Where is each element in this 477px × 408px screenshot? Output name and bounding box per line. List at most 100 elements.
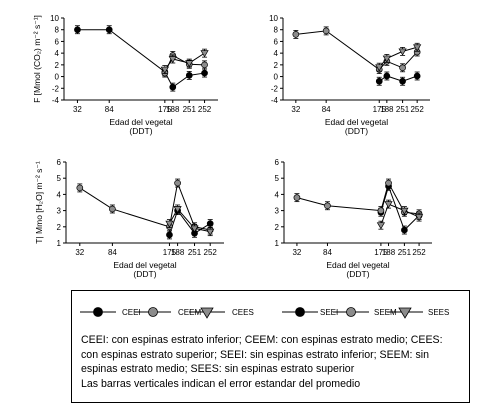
x-tick-label: 188 <box>171 248 185 257</box>
y-tick-label: -2 <box>271 84 279 93</box>
series-cees <box>160 48 209 74</box>
series-seei <box>375 71 421 86</box>
legend-caption: CEEI: con espinas estrato inferior; CEEM… <box>81 333 466 391</box>
y-axis-label: F [Mmol (CO₂) m⁻² s⁻¹] <box>32 15 42 103</box>
series-seei <box>377 181 423 235</box>
x-tick-label: 32 <box>291 105 300 114</box>
x-tick-label: 175 <box>163 248 177 257</box>
data-point <box>190 225 199 233</box>
x-axis-label: Edad del vegetal <box>113 260 176 270</box>
caption-line: Las barras verticales indican el error e… <box>81 377 361 390</box>
legend-item-seem: SEEM <box>333 307 397 317</box>
y-tick-label: -2 <box>52 84 60 93</box>
data-point <box>173 206 182 214</box>
data-point <box>174 179 181 187</box>
data-point <box>377 207 385 214</box>
y-tick-label: 1 <box>57 239 62 248</box>
series-cees <box>165 204 215 237</box>
data-point <box>399 64 406 72</box>
legend-label: SEEI <box>320 308 338 317</box>
data-point <box>292 31 300 38</box>
x-axis-label: Edad del vegetal <box>325 117 388 127</box>
series-line <box>380 203 420 226</box>
data-point <box>160 66 169 74</box>
caption-line: CEEI: con espinas estrato inferior; CEEM… <box>81 334 443 346</box>
y-tick-label: 4 <box>55 49 60 58</box>
data-point <box>384 201 393 209</box>
x-axis-label: Edad del vegetal <box>326 260 389 270</box>
legend-circle-marker <box>346 307 356 317</box>
x-tick-label: 251 <box>188 248 202 257</box>
y-tick-label: -4 <box>52 96 60 105</box>
series-line <box>164 52 205 70</box>
x-axis-label: Edad del vegetal <box>109 117 172 127</box>
data-point <box>76 184 84 192</box>
legend-triangle-marker <box>398 307 412 319</box>
y-tick-label: 4 <box>274 49 279 58</box>
data-point <box>398 48 407 56</box>
data-point <box>169 83 177 91</box>
series-line <box>79 181 211 231</box>
series-sees <box>375 42 422 72</box>
legend-label: CEES <box>232 308 254 317</box>
y-tick-label: 6 <box>57 158 62 167</box>
y-tick-label: 6 <box>274 37 279 46</box>
data-point <box>206 228 215 236</box>
data-point <box>185 72 193 79</box>
x-tick-label: 251 <box>183 105 197 114</box>
x-tick-label: 252 <box>198 105 212 114</box>
y-axis-label: T| Mmo [H₂O] m⁻² s⁻¹ <box>34 161 44 244</box>
data-point <box>322 27 330 35</box>
y-tick-label: 3 <box>57 207 62 216</box>
x-tick-label: 32 <box>292 248 301 257</box>
y-tick-label: 10 <box>50 14 59 23</box>
y-tick-label: 5 <box>275 174 280 183</box>
y-tick-label: -4 <box>271 96 279 105</box>
x-tick-label: 175 <box>373 105 387 114</box>
data-point <box>385 179 392 187</box>
data-point <box>185 60 194 68</box>
caption-line: espinas estrato medio; SEES: sin espinas… <box>81 363 355 376</box>
x-tick-label: 252 <box>410 105 424 114</box>
y-tick-label: 3 <box>275 207 280 216</box>
data-point <box>201 61 208 69</box>
y-tick-label: 0 <box>274 73 279 82</box>
data-point <box>401 226 408 234</box>
x-tick-label: 175 <box>374 248 388 257</box>
y-tick-label: 2 <box>274 61 279 70</box>
data-point <box>399 77 406 85</box>
y-tick-label: 4 <box>275 190 280 199</box>
x-tick-label: 32 <box>75 248 84 257</box>
x-tick-label: 251 <box>398 248 412 257</box>
data-point <box>200 50 209 58</box>
series-sees <box>376 199 424 230</box>
x-tick-label: 188 <box>380 105 394 114</box>
data-point <box>376 222 386 230</box>
legend-triangle-marker <box>200 307 214 319</box>
data-point <box>165 220 174 228</box>
y-tick-label: 2 <box>275 223 280 232</box>
legend-item-ceei: CEEI <box>80 307 141 317</box>
series-line <box>380 184 420 231</box>
data-point <box>413 72 421 80</box>
y-tick-label: 0 <box>55 73 60 82</box>
x-axis-sublabel: (DDT) <box>133 269 156 279</box>
x-tick-label: 84 <box>322 105 331 114</box>
data-point <box>105 26 113 34</box>
y-tick-label: 6 <box>275 158 280 167</box>
data-point <box>109 205 116 213</box>
x-tick-label: 188 <box>382 248 396 257</box>
y-tick-label: 2 <box>57 223 62 232</box>
x-tick-label: 84 <box>105 105 114 114</box>
x-axis-sublabel: (DDT) <box>129 126 152 136</box>
series-ceei <box>74 25 208 92</box>
y-tick-label: 6 <box>55 37 60 46</box>
legend-circle-marker <box>295 307 305 317</box>
data-point <box>414 214 424 222</box>
legend-item-cees: CEES <box>189 307 254 319</box>
